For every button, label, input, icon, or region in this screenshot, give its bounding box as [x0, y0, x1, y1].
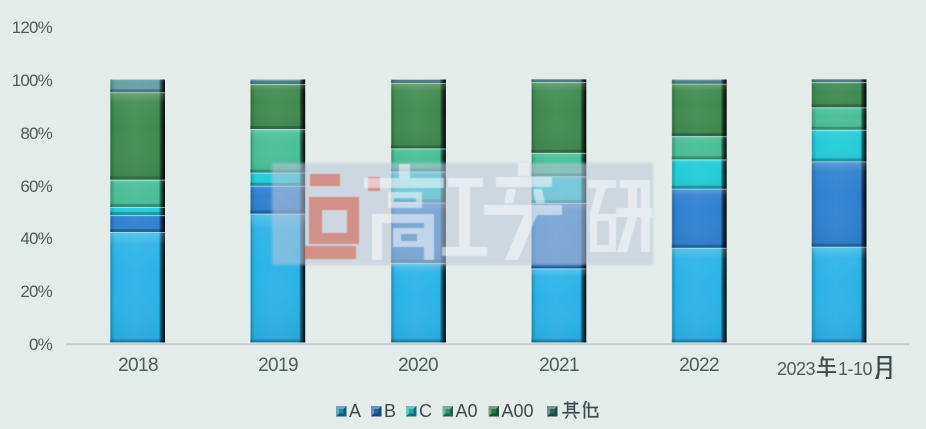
- svg-text:B: B: [384, 401, 396, 421]
- svg-text:2020: 2020: [398, 355, 438, 376]
- svg-text:C: C: [419, 401, 432, 421]
- svg-text:40%: 40%: [20, 229, 52, 248]
- svg-text:80%: 80%: [20, 124, 52, 143]
- svg-text:1-10: 1-10: [838, 359, 873, 379]
- svg-text:2021: 2021: [539, 355, 579, 376]
- svg-text:120%: 120%: [12, 18, 53, 37]
- svg-text:2022: 2022: [679, 355, 719, 376]
- svg-text:0%: 0%: [29, 335, 53, 354]
- svg-text:20%: 20%: [20, 282, 52, 301]
- svg-text:A0: A0: [456, 401, 478, 421]
- svg-text:2018: 2018: [118, 355, 158, 376]
- svg-text:A00: A00: [502, 401, 534, 421]
- svg-text:60%: 60%: [20, 177, 52, 196]
- svg-text:A: A: [349, 401, 361, 421]
- svg-text:2019: 2019: [258, 355, 298, 376]
- svg-text:2023: 2023: [777, 359, 816, 379]
- svg-text:100%: 100%: [12, 71, 53, 90]
